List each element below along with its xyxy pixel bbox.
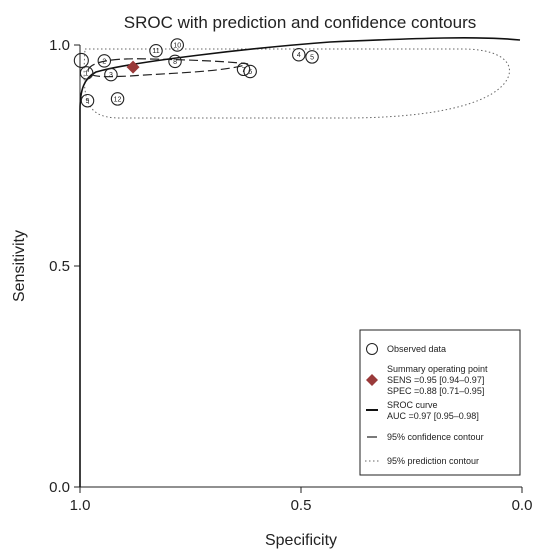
prediction-contour [83, 48, 510, 119]
observed-point-label: 7 [242, 67, 246, 74]
summary-point [126, 60, 140, 74]
observed-point-marker [305, 50, 319, 64]
observed-point: 8 [168, 54, 182, 69]
x-ticks: 1.0 0.5 0.0 [70, 487, 533, 514]
observed-point: 11 [149, 43, 163, 58]
observed-point-marker [104, 67, 118, 82]
observed-point: 6 [243, 64, 257, 79]
x-tick-label: 1.0 [70, 497, 91, 514]
observed-point: 1 [79, 66, 94, 80]
y-axis-label: Sensitivity [11, 230, 28, 302]
legend-observed-marker [366, 343, 378, 355]
observed-point: 10 [170, 38, 184, 52]
chart-title: SROC with prediction and confidence cont… [124, 13, 476, 32]
observed-point [73, 52, 89, 69]
legend-summary-spec: SPEC =0.88 [0.71–0.95] [387, 386, 484, 396]
observed-point: 7 [236, 62, 251, 77]
observed-point: 3 [104, 67, 118, 82]
observed-point: 9 [80, 93, 95, 108]
observed-point: 5 [305, 50, 319, 64]
legend-sroc-auc: AUC =0.97 [0.95–0.98] [387, 411, 479, 421]
observed-point-marker [110, 92, 125, 106]
x-axis-label: Specificity [265, 532, 337, 549]
observed-point: 2 [97, 54, 112, 68]
observed-point-marker [292, 47, 306, 62]
legend-sroc-title: SROC curve [387, 400, 438, 410]
confidence-contour [87, 58, 249, 78]
legend-summary-marker [366, 374, 378, 386]
observed-point-marker [80, 93, 95, 108]
observed-point-label: 11 [152, 48, 159, 55]
observed-point-marker [149, 43, 163, 58]
x-tick-label: 0.5 [291, 497, 312, 514]
observed-point: 4 [292, 47, 306, 62]
y-tick-label: 1.0 [49, 37, 70, 54]
y-tick-label: 0.0 [49, 479, 70, 496]
legend-prediction-label: 95% prediction contour [387, 456, 479, 466]
observed-point-marker [73, 52, 89, 69]
x-tick-label: 0.0 [512, 497, 533, 514]
observed-point-marker [97, 54, 112, 68]
legend-box [359, 329, 521, 476]
observed-point-marker [79, 66, 94, 80]
observed-point-label: 6 [248, 69, 252, 76]
legend-confidence-label: 95% confidence contour [387, 432, 484, 442]
legend-summary-title: Summary operating point [387, 364, 488, 374]
observed-point-marker [236, 62, 251, 77]
observed-point-label: 10 [173, 43, 181, 50]
observed-point-label: 8 [173, 59, 177, 66]
observed-point-label: 5 [310, 54, 314, 61]
observed-point-label: 2 [102, 58, 106, 65]
observed-point-label: 9 [86, 98, 90, 105]
legend: Observed data Summary operating point SE… [359, 329, 521, 476]
observed-point: 12 [110, 92, 125, 106]
legend-observed-label: Observed data [387, 344, 446, 354]
observed-point-label: 12 [114, 96, 122, 103]
y-tick-label: 0.5 [49, 258, 70, 275]
observed-point-marker [170, 38, 184, 52]
observed-point-label: 4 [297, 52, 301, 59]
observed-point-label: 3 [109, 72, 113, 79]
legend-summary-sens: SENS =0.95 [0.94–0.97] [387, 375, 484, 385]
observed-point-marker [243, 64, 257, 79]
observed-point-marker [168, 54, 182, 69]
observed-point-label: 1 [85, 70, 89, 77]
y-ticks: 0.0 0.5 1.0 [49, 37, 80, 496]
